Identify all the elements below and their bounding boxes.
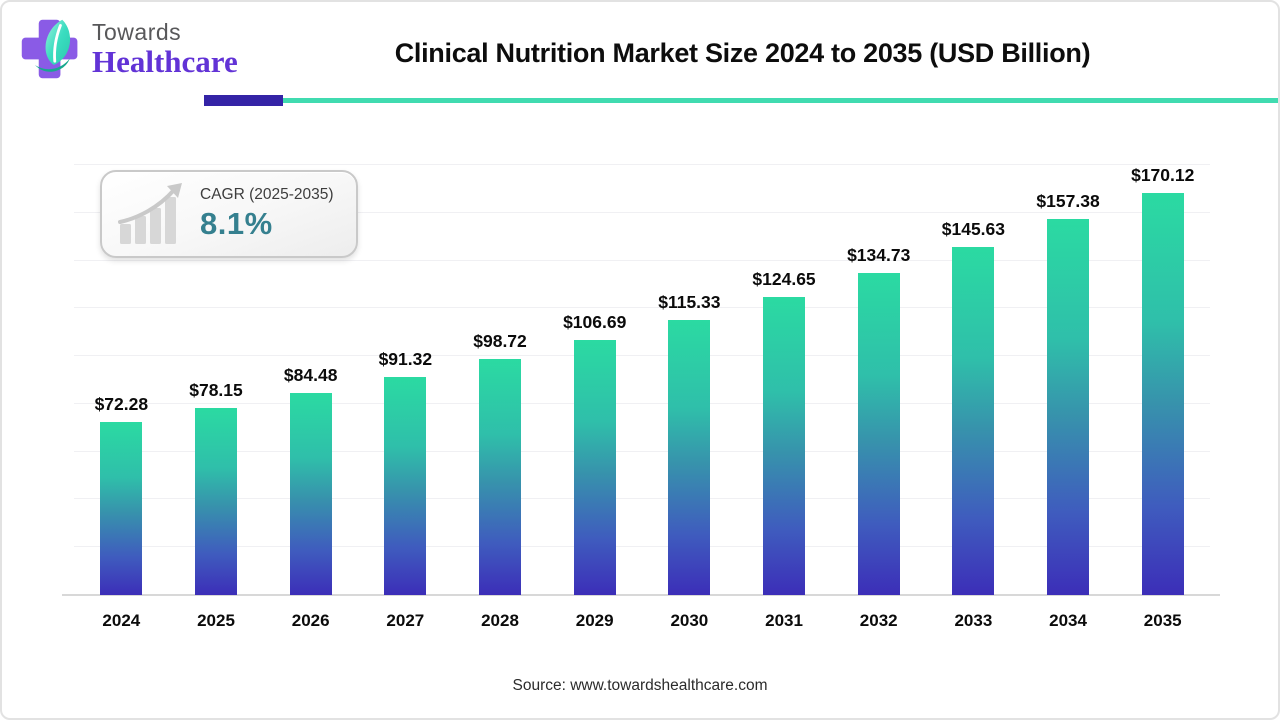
- bar-group: $72.28 2024: [74, 165, 169, 630]
- gridline: [74, 498, 1210, 500]
- bar-group: $78.15 2025: [169, 165, 264, 630]
- accent-bar-teal: [283, 98, 1278, 103]
- bar: [857, 273, 900, 595]
- bar-group: $134.73 2032: [831, 165, 926, 630]
- bar: [1141, 193, 1184, 595]
- bar-year-label: 2032: [859, 611, 898, 630]
- bar: [384, 376, 427, 595]
- bar-year-label: 2026: [291, 611, 330, 630]
- bar-year-label: 2028: [481, 611, 519, 630]
- bar: [1047, 219, 1090, 595]
- bar: [195, 408, 237, 595]
- bar-group: $98.72 2028: [453, 165, 548, 630]
- bar: [952, 247, 995, 595]
- bar-year-label: 2029: [575, 611, 614, 630]
- chart-title: Clinical Nutrition Market Size 2024 to 2…: [394, 38, 1091, 68]
- bar: [289, 393, 332, 595]
- gridline: [74, 164, 1210, 165]
- cagr-texts: CAGR (2025-2035) 8.1%: [200, 186, 334, 242]
- bar-year-label: 2027: [386, 611, 425, 630]
- bar: [668, 319, 711, 595]
- gridline: [74, 307, 1210, 309]
- bar-value-label: $145.63: [941, 219, 1006, 240]
- bar-value-label: $98.72: [473, 331, 527, 352]
- bar-value-label: $91.32: [378, 348, 433, 369]
- bar-value-label: $78.15: [189, 380, 243, 401]
- bar: [763, 297, 806, 595]
- bar-year-label: 2025: [197, 611, 235, 630]
- bar-value-label: $170.12: [1131, 165, 1195, 185]
- bars-row: $72.28 2024 $78.15 2025 $84.48 2026 $91.32 2027…: [74, 165, 1210, 631]
- brand-name-bottom: Healthcare: [92, 44, 238, 79]
- bar-value-label: $72.28: [94, 394, 149, 415]
- bar-group: $170.12 2035: [1115, 165, 1210, 630]
- accent-bar-indigo: [204, 95, 283, 106]
- bar: [100, 422, 143, 595]
- brand-name: Towards Healthcare: [92, 19, 238, 79]
- cagr-label: CAGR (2025-2035): [200, 186, 334, 203]
- x-axis-line: [62, 594, 1220, 596]
- bar-value-label: $134.73: [847, 245, 911, 266]
- source-text: Source: www.towardshealthcare.com: [512, 677, 768, 694]
- bar-year-label: 2031: [765, 611, 803, 630]
- cagr-value: 8.1%: [200, 206, 273, 241]
- title-wrap: Clinical Nutrition Market Size 2024 to 2…: [217, 38, 1268, 69]
- bar-group: $106.69 2029: [547, 165, 642, 630]
- bar-value-label: $157.38: [1036, 191, 1100, 212]
- brand-name-top: Towards: [92, 19, 182, 45]
- bar-group: $124.65 2031: [737, 165, 832, 630]
- bar-group: $115.33 2030: [642, 165, 737, 631]
- bar: [573, 340, 616, 595]
- gridline: [74, 259, 1210, 261]
- gridline: [74, 355, 1210, 357]
- bar-group: $145.63 2033: [926, 165, 1021, 630]
- gridline: [74, 402, 1210, 404]
- gridline: [74, 450, 1210, 452]
- brand-logo: Towards Healthcare: [18, 14, 238, 84]
- bar: [479, 359, 522, 595]
- growth-chart-icon: [118, 183, 182, 244]
- bar-group: $91.32 2027: [358, 165, 453, 630]
- plot-area: $72.28 2024 $78.15 2025 $84.48 2026 $91.32 2027…: [62, 164, 1220, 631]
- bar-year-label: 2034: [1049, 611, 1087, 630]
- bar-year-label: 2035: [1143, 611, 1182, 630]
- bar-year-label: 2030: [670, 611, 709, 630]
- bar-group: $84.48 2026: [263, 165, 358, 630]
- gridline: [74, 211, 1210, 213]
- bar-value-label: $84.48: [283, 365, 338, 386]
- cross-leaf-icon: [21, 19, 78, 79]
- bar-value-label: $124.65: [752, 269, 816, 290]
- cagr-badge: CAGR (2025-2035) 8.1%: [100, 170, 358, 258]
- bar-value-label: $115.33: [658, 291, 721, 312]
- bar-group: $157.38 2034: [1021, 165, 1116, 630]
- bar-year-label: 2024: [102, 611, 141, 630]
- gridline: [74, 546, 1210, 548]
- bar-year-label: 2033: [954, 611, 993, 630]
- bar-value-label: $106.69: [563, 312, 627, 333]
